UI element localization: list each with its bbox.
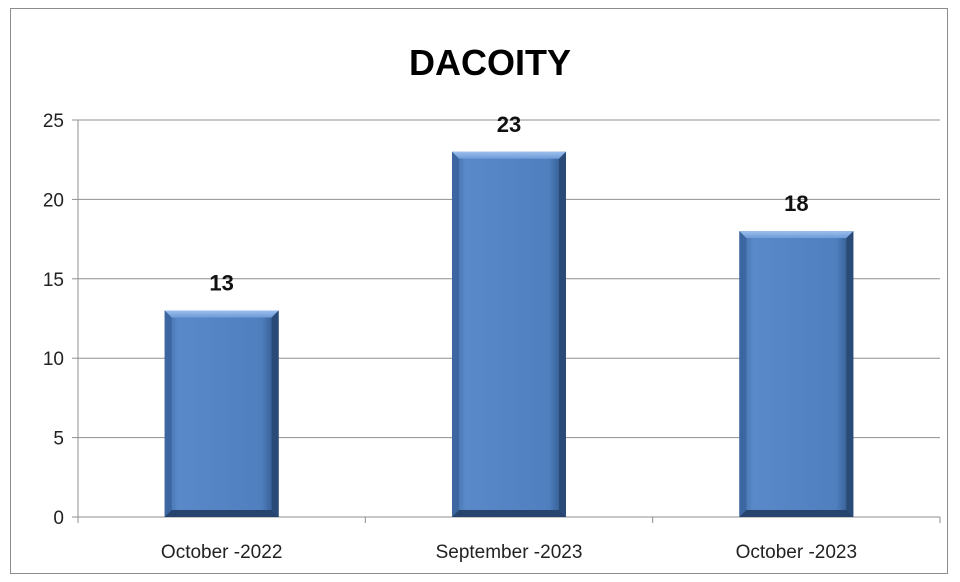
- data-label: 23: [497, 112, 521, 137]
- y-tick-label: 5: [53, 429, 64, 450]
- bar-right-bevel: [846, 231, 854, 517]
- x-axis-category-labels: October -2022 September -2023 October -202…: [161, 542, 857, 563]
- x-category-label: October -2022: [161, 542, 282, 563]
- bars: [164, 151, 854, 517]
- y-tick-label: 0: [53, 508, 64, 529]
- y-axis-tick-labels: 0 5 10 15 20 25: [43, 111, 64, 529]
- bar-bottom-bevel: [739, 510, 854, 517]
- bar-top-bevel: [739, 231, 854, 239]
- bar-top-bevel: [164, 310, 279, 318]
- y-tick-label: 20: [43, 190, 64, 211]
- bar-face: [739, 231, 854, 517]
- bar: [164, 310, 279, 517]
- bar-top-bevel: [452, 151, 566, 159]
- bar-bottom-bevel: [452, 510, 566, 517]
- bar-right-bevel: [271, 310, 279, 517]
- x-category-label: October -2023: [736, 542, 857, 563]
- data-label: 18: [784, 191, 808, 216]
- bar-face: [452, 151, 566, 517]
- y-tick-label: 25: [43, 111, 64, 132]
- bar-right-bevel: [559, 151, 566, 517]
- data-labels: 13 23 18: [209, 112, 808, 296]
- bar-left-bevel: [739, 231, 747, 517]
- x-category-label: September -2023: [436, 542, 583, 563]
- y-tick-label: 10: [43, 349, 64, 370]
- bar: [739, 231, 854, 517]
- y-tick-label: 15: [43, 270, 64, 291]
- bar-left-bevel: [452, 151, 459, 517]
- bar: [452, 151, 566, 517]
- bar-face: [164, 310, 279, 517]
- chart-title: DACOITY: [409, 42, 571, 83]
- bar-left-bevel: [164, 310, 172, 517]
- data-label: 13: [209, 271, 233, 296]
- bar-bottom-bevel: [164, 510, 279, 517]
